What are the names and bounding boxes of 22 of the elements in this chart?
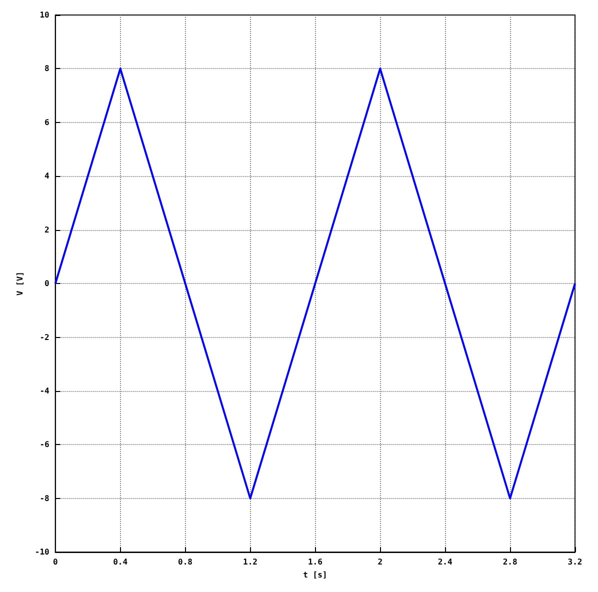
y-tick-label: -6 — [40, 440, 50, 450]
y-axis-title: V [V] — [16, 272, 24, 296]
y-tick-label: 0 — [44, 279, 50, 288]
x-tick-label: 2.8 — [502, 558, 518, 567]
y-tick-label: -10 — [34, 548, 50, 557]
y-tick-label: 2 — [44, 225, 50, 234]
y-tick-label: 10 — [40, 10, 50, 20]
x-tick-label: 0 — [52, 558, 58, 567]
x-tick-label: 0.4 — [113, 558, 128, 567]
x-tick-label: 3.2 — [568, 558, 582, 567]
y-tick-label: -8 — [40, 494, 50, 503]
x-axis-title: t [s] — [303, 570, 328, 580]
x-tick-label: 0.8 — [178, 558, 193, 567]
x-tick-label: 2.4 — [438, 558, 452, 567]
x-tick-label: 1.2 — [242, 558, 258, 567]
y-tick-label: 8 — [44, 64, 50, 74]
x-tick-label: 1.6 — [308, 558, 323, 567]
y-tick-label: 6 — [44, 118, 50, 127]
y-tick-label: 4 — [44, 172, 50, 181]
x-tick-label: 2 — [378, 558, 383, 567]
y-tick-label: -4 — [40, 386, 50, 396]
y-tick-label: -2 — [40, 332, 50, 342]
